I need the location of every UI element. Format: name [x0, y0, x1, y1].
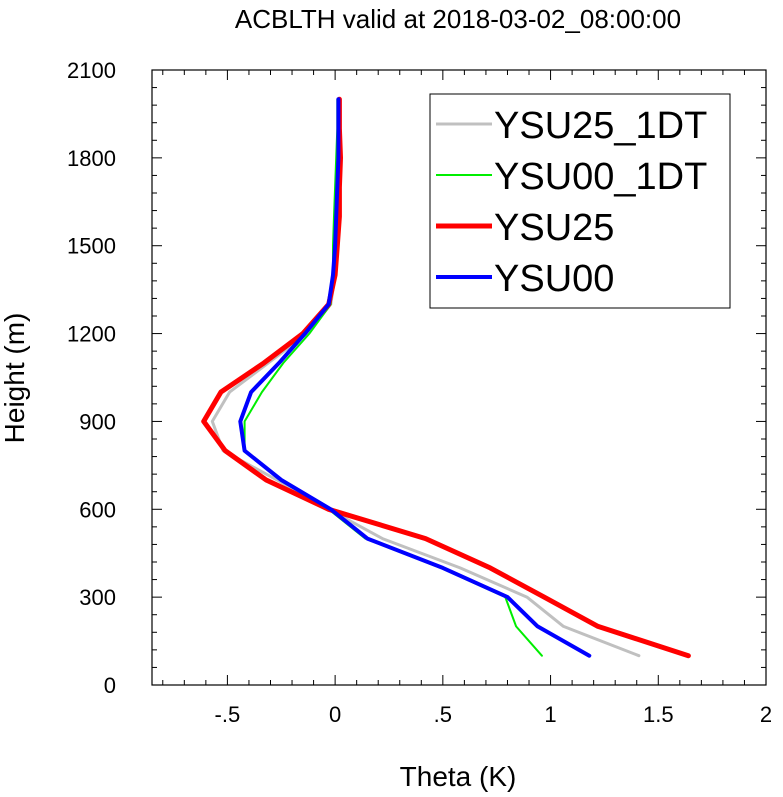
series-line-ysu00: [238, 97, 592, 658]
x-tick-label: 2: [760, 702, 772, 727]
y-tick-label: 1800: [67, 146, 116, 171]
y-tick-label: 1500: [67, 234, 116, 259]
legend-label: YSU25_1DT: [494, 105, 707, 147]
y-axis-label: Height (m): [0, 313, 30, 444]
y-tick-label: 1200: [67, 322, 116, 347]
series-line-ysu25: [201, 96, 691, 659]
y-tick-label: 2100: [67, 58, 116, 83]
x-tick-label: -.5: [215, 702, 241, 727]
legend-label: YSU25: [494, 207, 614, 249]
axes: -.5 0 .5 1 1.5 2 0 300 600 900 1200 1500 1800 2100: [67, 58, 772, 727]
x-axis-label: Theta (K): [400, 761, 517, 792]
y-tick-label: 0: [104, 673, 116, 698]
y-tick-label: 600: [79, 497, 116, 522]
x-tick-label: .5: [434, 702, 452, 727]
series-layer: [201, 96, 691, 659]
legend-label: YSU00_1DT: [494, 156, 707, 198]
legend-box: [429, 93, 731, 309]
y-tick-label: 300: [79, 585, 116, 610]
x-tick-label: 1.5: [643, 702, 674, 727]
legend-label: YSU00: [494, 258, 614, 300]
chart-title: ACBLTH valid at 2018-03-02_08:00:00: [235, 4, 681, 34]
plot-frame: [151, 69, 767, 686]
x-tick-label: 1: [544, 702, 556, 727]
y-tick-label: 900: [79, 409, 116, 434]
legend: YSU25_1DT YSU00_1DT YSU25 YSU00: [429, 93, 731, 309]
x-tick-label: 0: [329, 702, 341, 727]
